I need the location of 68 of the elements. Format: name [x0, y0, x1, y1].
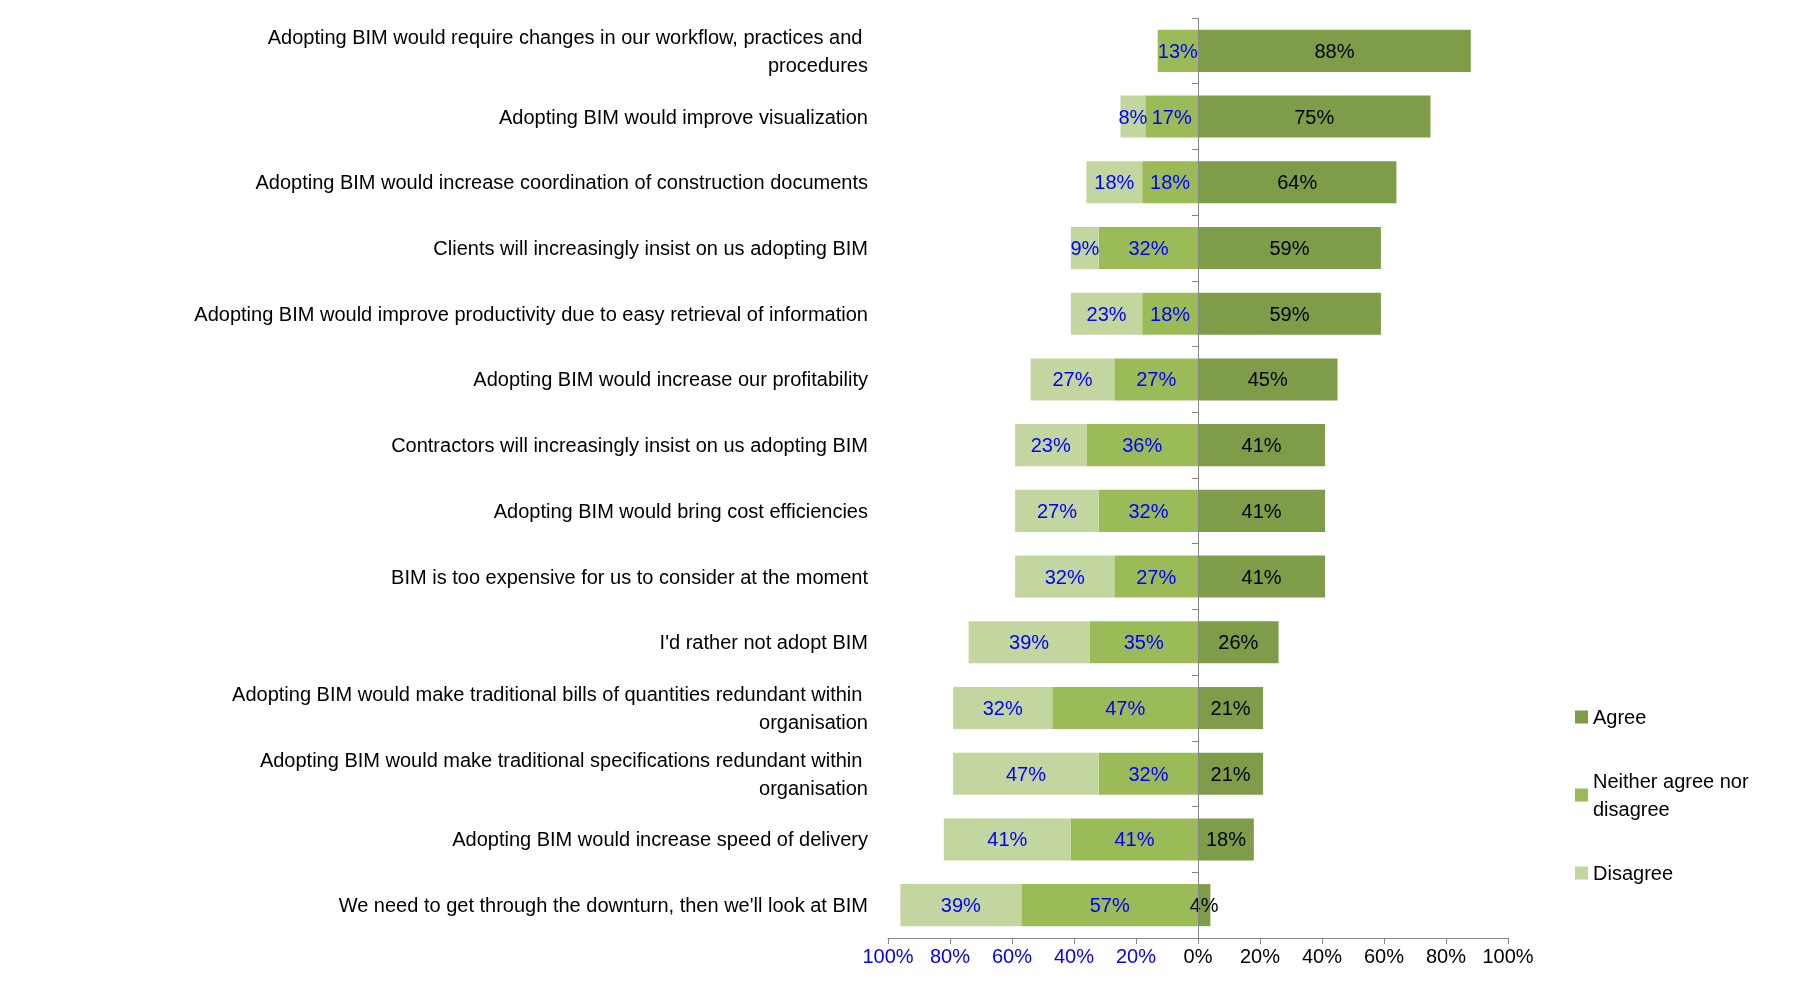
x-tick-label: 80% — [929, 945, 971, 967]
data-label: 57% — [1089, 894, 1130, 917]
data-label: 9% — [1070, 237, 1100, 259]
data-label: 18% — [1150, 171, 1191, 194]
data-label: 18% — [1150, 302, 1191, 325]
data-label: 27% — [1052, 368, 1093, 391]
data-label: 18% — [1094, 171, 1135, 194]
data-label: 59% — [1269, 302, 1310, 325]
legend-label: Agree — [1593, 706, 1647, 728]
x-tick-label: 20% — [1239, 945, 1281, 967]
y-tick-label: Adopting BIM would bring cost efficiencies — [493, 499, 868, 522]
data-label: 41% — [1241, 434, 1282, 457]
x-tick-label: 20% — [1115, 945, 1157, 967]
data-label: 41% — [1114, 828, 1155, 851]
data-label: 8% — [1118, 105, 1148, 128]
data-label: 27% — [1036, 499, 1078, 522]
data-label: 88% — [1314, 39, 1355, 62]
data-label: 21% — [1210, 697, 1251, 719]
y-tick-label: Adopting BIM would require changes in our workflow, practices and procedures — [267, 25, 868, 76]
y-tick-label: BIM is too expensive for us to consider at the moment — [391, 565, 869, 588]
x-tick-label: 80% — [1425, 945, 1467, 967]
x-tick-label: 100% — [862, 945, 914, 967]
data-label: 32% — [1128, 499, 1169, 522]
y-tick-label: Clients will increasingly insist on us adopting BIM — [433, 237, 868, 259]
data-label: 27% — [1136, 565, 1177, 588]
data-label: 47% — [1105, 697, 1146, 719]
data-label: 32% — [1044, 565, 1085, 588]
x-tick-label: 60% — [991, 945, 1033, 967]
data-label: 47% — [1005, 762, 1047, 785]
data-label: 23% — [1030, 434, 1071, 457]
data-label: 26% — [1218, 631, 1259, 654]
y-tick-label: Adopting BIM would increase coordination of construction documents — [255, 171, 868, 194]
y-tick-label: Adopting BIM would increase our profitability — [473, 368, 868, 391]
x-tick-label: 0% — [1183, 945, 1213, 967]
data-label: 32% — [1128, 237, 1169, 259]
y-tick-label: Adopting BIM would make traditional specifications redundant within organisation — [259, 748, 868, 799]
data-label: 59% — [1269, 237, 1310, 259]
y-tick-label: Adopting BIM would increase speed of delivery — [452, 828, 868, 851]
x-tick-label: 100% — [1482, 945, 1534, 967]
x-tick-label: 40% — [1301, 945, 1343, 967]
data-label: 41% — [1241, 499, 1282, 522]
data-label: 32% — [982, 697, 1023, 719]
data-label: 45% — [1247, 368, 1288, 391]
data-label: 13% — [1157, 39, 1199, 62]
y-tick-label: Adopting BIM would improve visualization — [498, 105, 868, 128]
data-label: 41% — [1241, 565, 1282, 588]
y-tick-label: Contractors will increasingly insist on us adopting BIM — [391, 434, 868, 457]
data-label: 36% — [1122, 434, 1163, 457]
x-tick-label: 40% — [1053, 945, 1095, 967]
data-label: 75% — [1294, 105, 1335, 128]
y-tick-label: Adopting BIM would improve productivity due to easy retrieval of information — [194, 302, 868, 325]
data-label: 39% — [940, 894, 982, 917]
data-label: 32% — [1128, 762, 1169, 785]
data-label: 39% — [1009, 631, 1050, 654]
y-tick-label: We need to get through the downturn, then we'll look at BIM — [338, 894, 868, 917]
data-label: 27% — [1136, 368, 1177, 391]
data-label: 23% — [1086, 302, 1127, 325]
data-label: 18% — [1205, 828, 1247, 851]
data-label: 21% — [1210, 762, 1251, 785]
data-label: 17% — [1151, 105, 1192, 128]
y-tick-label: I'd rather not adopt BIM — [659, 631, 868, 654]
data-label: 64% — [1277, 171, 1318, 194]
data-label: 41% — [987, 828, 1028, 851]
legend-label: Disagree — [1593, 862, 1674, 884]
y-tick-label: Adopting BIM would make traditional bills of quantities redundant within organisation — [232, 683, 868, 733]
data-label: 35% — [1123, 631, 1164, 654]
legend-label: Neither agree nor disagree — [1593, 770, 1755, 820]
x-tick-label: 60% — [1363, 945, 1405, 967]
